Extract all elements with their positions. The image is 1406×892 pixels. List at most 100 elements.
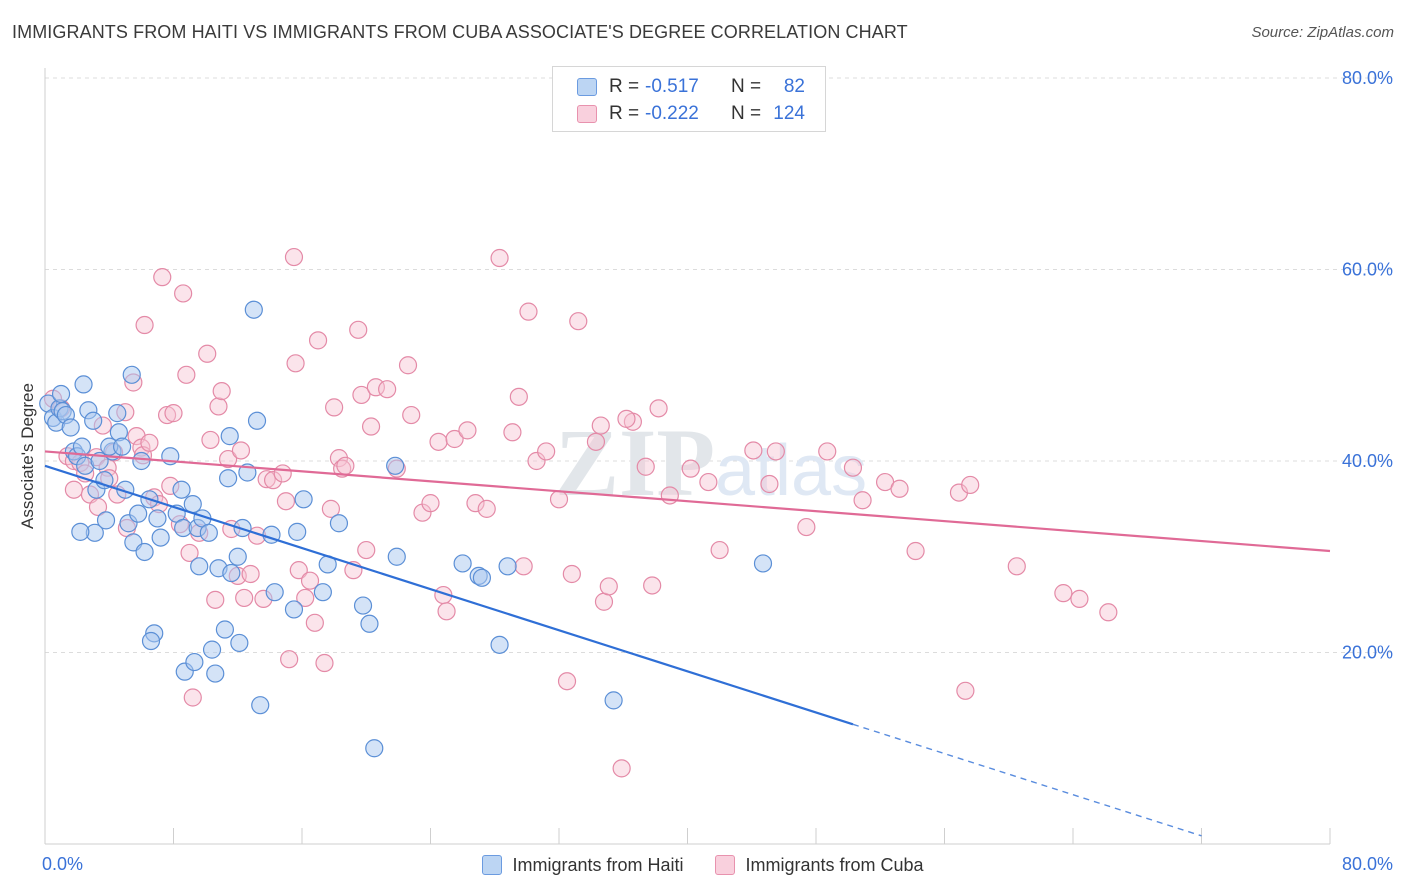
cuba-point bbox=[325, 398, 344, 417]
cuba-point bbox=[273, 464, 292, 483]
y-tick-label: 20.0% bbox=[1342, 643, 1393, 663]
cuba-point bbox=[135, 315, 154, 335]
legend-item-cuba: Immigrants from Cuba bbox=[715, 854, 924, 876]
haiti-point bbox=[148, 509, 167, 528]
cuba-point bbox=[219, 449, 238, 469]
cuba-point bbox=[280, 650, 299, 669]
n-label: N = bbox=[731, 76, 762, 97]
cuba-point bbox=[818, 442, 837, 461]
cuba-point bbox=[235, 588, 254, 608]
cuba-point bbox=[212, 382, 231, 401]
haiti-point bbox=[247, 411, 267, 430]
cuba-point bbox=[305, 613, 324, 632]
cuba-point bbox=[766, 442, 785, 461]
haiti-point bbox=[472, 568, 491, 587]
cuba-point bbox=[586, 432, 606, 451]
haiti-point bbox=[604, 691, 623, 710]
haiti-point bbox=[96, 511, 116, 530]
cuba-point bbox=[177, 365, 196, 384]
cuba-point bbox=[636, 457, 655, 476]
x-tick-label-min: 0.0% bbox=[42, 854, 83, 874]
haiti-point bbox=[498, 557, 517, 576]
cuba-point bbox=[300, 571, 320, 590]
cuba-point bbox=[336, 456, 355, 475]
cuba-point bbox=[402, 405, 421, 425]
cuba-point bbox=[1054, 584, 1073, 603]
cuba-point bbox=[617, 409, 636, 428]
haiti-point bbox=[190, 557, 209, 576]
cuba-point bbox=[956, 681, 975, 700]
cuba-point bbox=[321, 499, 341, 518]
x-tick-label-max: 80.0% bbox=[1342, 854, 1393, 874]
cuba-point bbox=[276, 492, 296, 511]
haiti-point bbox=[251, 696, 270, 715]
cuba-point bbox=[509, 387, 528, 406]
legend-row-haiti: R = -0.517 N = 82 bbox=[577, 74, 805, 100]
source-credit: Source: ZipAtlas.com bbox=[1251, 24, 1394, 41]
cuba-point bbox=[201, 430, 220, 450]
chart-title: IMMIGRANTS FROM HAITI VS IMMIGRANTS FROM… bbox=[12, 22, 908, 42]
cuba-point bbox=[458, 421, 477, 440]
cuba-point bbox=[445, 429, 464, 449]
cuba-point bbox=[198, 344, 217, 363]
haiti-point bbox=[753, 554, 773, 573]
cuba-point bbox=[537, 442, 556, 461]
cuba-point bbox=[174, 284, 193, 303]
gridlines bbox=[45, 77, 1392, 653]
correlation-legend: R = -0.517 N = 82 R = -0.222 N = 124 bbox=[552, 66, 826, 132]
cuba-point bbox=[231, 441, 251, 460]
cuba-point bbox=[744, 441, 763, 460]
haiti-point bbox=[151, 528, 170, 547]
axes bbox=[44, 68, 1331, 845]
haiti-point bbox=[219, 469, 238, 488]
haiti-point bbox=[294, 490, 313, 509]
haiti-point bbox=[222, 563, 241, 583]
cuba-point bbox=[140, 433, 159, 452]
haiti-point bbox=[206, 664, 225, 683]
cuba-point bbox=[660, 486, 679, 505]
cuba-point bbox=[308, 331, 328, 350]
n-label: N = bbox=[731, 103, 762, 124]
cuba-point bbox=[569, 312, 588, 331]
y-tick-label: 40.0% bbox=[1342, 451, 1393, 471]
cuba-point bbox=[961, 475, 980, 495]
haiti-point bbox=[265, 583, 284, 602]
watermark-atlas: atlas bbox=[715, 431, 867, 511]
haiti-point bbox=[112, 437, 132, 456]
cuba-point bbox=[286, 354, 305, 373]
haiti-point bbox=[386, 456, 405, 475]
cuba-point bbox=[519, 302, 538, 321]
cuba-point bbox=[797, 517, 816, 537]
cuba-point bbox=[378, 380, 397, 399]
cuba-point bbox=[241, 564, 260, 584]
haiti-point bbox=[244, 300, 263, 319]
cuba-point bbox=[466, 494, 485, 513]
haiti-point bbox=[122, 365, 141, 384]
haiti-point bbox=[284, 600, 304, 619]
haiti-trend-extension bbox=[852, 723, 1202, 837]
cuba-point bbox=[906, 541, 925, 561]
cuba-point bbox=[164, 404, 183, 423]
haiti-point bbox=[365, 739, 384, 758]
cuba-point bbox=[514, 557, 533, 576]
cuba-point bbox=[843, 458, 863, 477]
cuba-point bbox=[421, 494, 440, 513]
haiti-point bbox=[108, 404, 127, 423]
y-tick-label: 60.0% bbox=[1342, 260, 1393, 280]
series-legend: Immigrants from Haiti Immigrants from Cu… bbox=[0, 852, 1406, 878]
haiti-point bbox=[230, 633, 249, 653]
haiti-point bbox=[141, 631, 161, 651]
legend-label-cuba: Immigrants from Cuba bbox=[745, 854, 924, 875]
cuba-point bbox=[180, 543, 199, 563]
cuba-point bbox=[490, 248, 509, 268]
cuba-point bbox=[591, 416, 610, 435]
haiti-point bbox=[51, 384, 71, 404]
haiti-point bbox=[172, 480, 191, 499]
haiti-point bbox=[353, 596, 373, 615]
cuba-swatch bbox=[715, 855, 736, 875]
cuba-point bbox=[289, 561, 308, 580]
haiti-point bbox=[313, 583, 332, 602]
haiti-point bbox=[220, 427, 239, 446]
haiti-point bbox=[72, 437, 92, 456]
cuba-point bbox=[64, 480, 84, 499]
